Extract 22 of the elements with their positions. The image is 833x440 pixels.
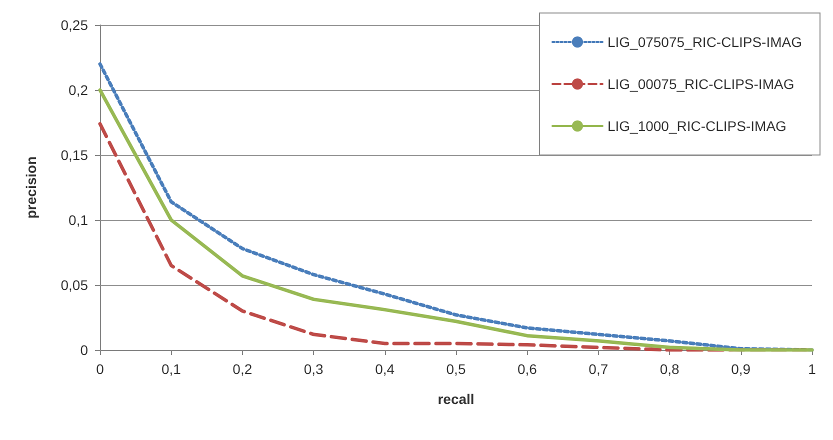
x-tick-label: 0,4 xyxy=(375,361,395,377)
x-tick-label: 0,7 xyxy=(588,361,608,377)
y-tick-label: 0 xyxy=(80,342,88,358)
x-tick-label: 0 xyxy=(96,361,104,377)
x-tick-label: 0,6 xyxy=(517,361,538,377)
x-tick-label: 0,2 xyxy=(232,361,252,377)
x-tick-label: 0,3 xyxy=(304,361,324,377)
x-tick-label: 0,5 xyxy=(446,361,466,377)
y-tick-label: 0,1 xyxy=(68,212,88,228)
x-tick-label: 0,9 xyxy=(731,361,751,377)
y-tick-label: 0,05 xyxy=(60,277,88,293)
y-tick-label: 0,25 xyxy=(60,17,88,33)
x-tick-label: 0,8 xyxy=(660,361,680,377)
x-axis-title: recall xyxy=(438,391,474,407)
legend-label: LIG_075075_RIC-CLIPS-IMAG xyxy=(607,34,802,50)
x-tick-label: 0,1 xyxy=(161,361,182,377)
y-axis-title: precision xyxy=(23,156,39,219)
y-tick-label: 0,2 xyxy=(68,82,88,98)
legend-label: LIG_1000_RIC-CLIPS-IMAG xyxy=(607,118,786,134)
legend-label: LIG_00075_RIC-CLIPS-IMAG xyxy=(607,76,794,92)
y-tick-label: 0,15 xyxy=(60,147,88,163)
x-tick-label: 1 xyxy=(808,361,816,377)
